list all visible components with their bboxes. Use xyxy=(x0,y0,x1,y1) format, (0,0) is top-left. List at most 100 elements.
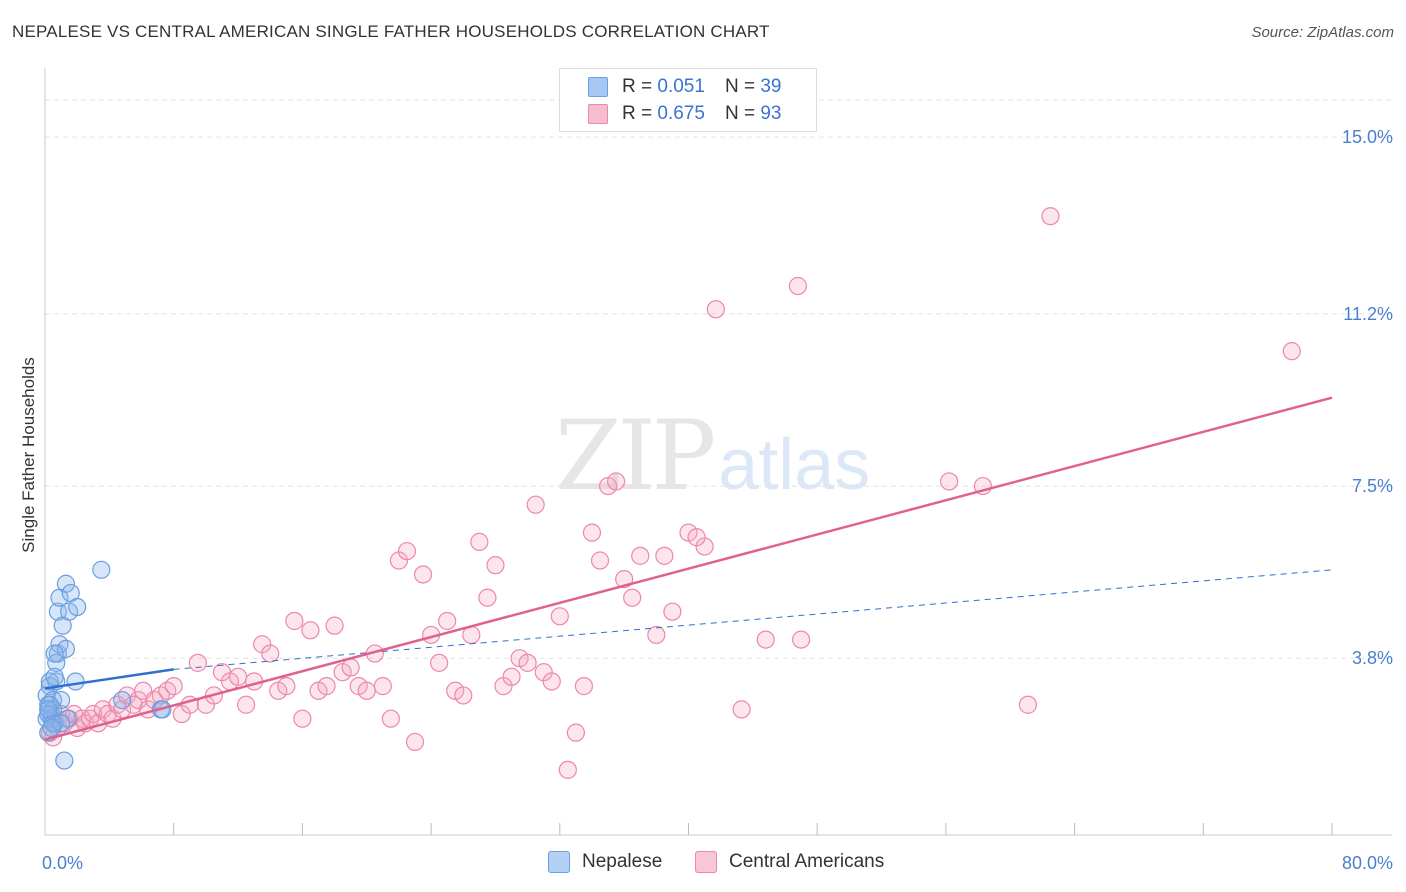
central-americans-point xyxy=(623,588,642,607)
central-americans-point xyxy=(566,723,585,742)
central-americans-point xyxy=(788,276,807,296)
central-americans-point xyxy=(1041,207,1060,226)
central-americans-point xyxy=(277,677,296,696)
central-americans-point xyxy=(317,677,336,696)
source-label: Source: ZipAtlas.com xyxy=(1251,24,1394,41)
axes xyxy=(44,68,1392,836)
nepalese-point xyxy=(56,639,76,659)
legend-n-label: N = xyxy=(724,103,756,124)
nepalese-point xyxy=(92,560,111,579)
legend-r-label: R = xyxy=(622,103,653,124)
central-americans-point xyxy=(261,644,280,663)
nepalese-point xyxy=(51,714,71,733)
central-americans-point xyxy=(542,672,561,691)
legend-n-value: 39 xyxy=(760,76,782,97)
central-americans-point xyxy=(663,602,682,621)
central-americans-point xyxy=(413,565,433,584)
nepalese-point xyxy=(47,653,66,672)
central-americans-point xyxy=(301,621,320,640)
central-americans-point xyxy=(478,588,497,607)
trend-lines xyxy=(44,396,1333,741)
nepalese-point xyxy=(56,574,76,593)
legend-item-nepalese[interactable]: Nepalese xyxy=(548,851,662,873)
central-americans-point xyxy=(940,472,959,491)
nepalese-point xyxy=(39,700,58,719)
central-americans-point xyxy=(502,667,521,686)
chart-title: NEPALESE VS CENTRAL AMERICAN SINGLE FATH… xyxy=(12,22,770,41)
legend-r-value: 0.051 xyxy=(657,76,705,97)
legend-label-central-americans: Central Americans xyxy=(729,851,885,872)
nepalese-point xyxy=(45,667,64,686)
y-tick-label: 15.0% xyxy=(1342,127,1393,147)
nepalese-point xyxy=(66,672,85,691)
legend-r-label: R = xyxy=(622,76,653,97)
series-legend: Nepalese Central Americans xyxy=(0,851,1406,877)
legend-row-central-americans: R = 0.675 N = 93 xyxy=(588,102,781,126)
central-americans-point xyxy=(706,300,725,319)
legend-swatch-central-americans xyxy=(695,851,717,873)
central-americans-point xyxy=(228,667,248,686)
legend-swatch-nepalese xyxy=(588,77,608,97)
y-tick-label: 11.2% xyxy=(1343,304,1393,324)
central-americans-point xyxy=(1282,342,1301,361)
central-americans-point xyxy=(129,690,148,710)
legend-n-label: N = xyxy=(724,76,756,97)
nepalese-point xyxy=(42,718,61,738)
central-americans-point xyxy=(582,523,602,542)
central-americans-point xyxy=(631,546,650,565)
data-points xyxy=(37,207,1301,779)
nepalese-trend-extension xyxy=(173,569,1333,670)
central-americans-point xyxy=(1018,695,1038,714)
central-americans-point xyxy=(470,532,489,551)
tick-labels: 3.8% 7.5% 11.2% 15.0% 0.0% 80.0% xyxy=(42,127,1393,873)
x-tick-label: 80.0% xyxy=(1342,853,1393,873)
nepalese-point xyxy=(45,644,64,663)
nepalese-point xyxy=(68,597,87,617)
y-tick-label: 7.5% xyxy=(1352,476,1393,496)
central-americans-point xyxy=(687,528,706,547)
central-americans-point xyxy=(84,704,103,724)
central-americans-point xyxy=(397,542,417,561)
central-americans-point xyxy=(357,681,376,700)
central-americans-point xyxy=(373,677,392,696)
central-americans-trend-line xyxy=(44,396,1333,741)
central-americans-point xyxy=(518,653,537,672)
central-americans-point xyxy=(438,611,457,631)
central-americans-point xyxy=(732,700,751,719)
nepalese-trend-line xyxy=(44,668,174,690)
legend-row-nepalese: R = 0.051 N = 39 xyxy=(588,75,781,99)
legend-item-central-americans[interactable]: Central Americans xyxy=(695,851,884,873)
central-americans-point xyxy=(341,658,360,677)
central-americans-point xyxy=(381,709,400,728)
nepalese-point xyxy=(39,704,58,724)
central-americans-point xyxy=(325,616,344,635)
central-americans-point xyxy=(558,760,577,779)
central-americans-point xyxy=(574,677,594,696)
central-americans-point xyxy=(550,607,569,626)
central-americans-point xyxy=(486,556,505,575)
central-americans-point xyxy=(607,472,626,491)
central-americans-point xyxy=(655,546,674,565)
legend-n-value: 93 xyxy=(760,103,782,124)
central-americans-point xyxy=(164,677,183,696)
central-americans-point xyxy=(285,611,304,631)
correlation-legend: R = 0.051 N = 39 R = 0.675 N = 93 xyxy=(559,68,817,132)
central-americans-point xyxy=(526,495,545,514)
legend-r-value: 0.675 xyxy=(657,103,705,124)
y-tick-label: 3.8% xyxy=(1352,648,1393,668)
legend-label-nepalese: Nepalese xyxy=(582,851,663,872)
central-americans-point xyxy=(590,551,610,570)
x-tick-label: 0.0% xyxy=(42,853,83,873)
grid-lines xyxy=(45,99,1392,659)
legend-swatch-nepalese xyxy=(548,851,570,873)
central-americans-point xyxy=(454,686,473,705)
central-americans-point xyxy=(430,653,449,672)
central-americans-point xyxy=(756,630,775,649)
nepalese-point xyxy=(55,751,74,770)
nepalese-point xyxy=(113,690,132,710)
central-americans-point xyxy=(405,732,425,752)
legend-swatch-central-americans xyxy=(588,104,608,124)
central-americans-point xyxy=(188,653,207,672)
central-americans-point xyxy=(792,630,811,649)
